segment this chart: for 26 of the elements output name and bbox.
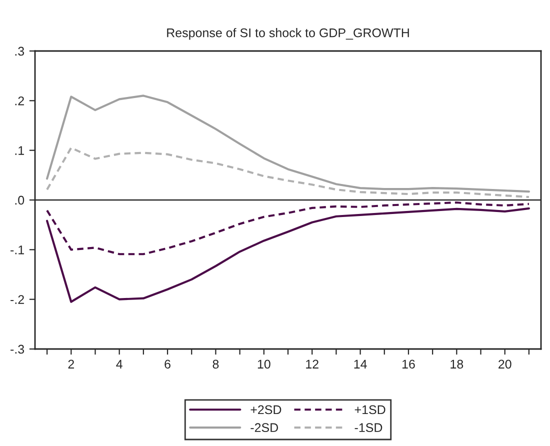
y-tick-label: -.3 <box>10 344 24 354</box>
x-tick-label: 14 <box>354 360 367 368</box>
legend-label: -2SD <box>250 423 278 432</box>
line-series <box>46 207 530 303</box>
y-tick-label: .1 <box>15 146 24 155</box>
x-tick-label: 8 <box>212 360 219 369</box>
x-tick-label: 10 <box>258 360 270 369</box>
line-series <box>46 201 530 256</box>
x-tick-label: 4 <box>116 360 122 368</box>
legend-label: +2SD <box>250 405 282 414</box>
y-tick-label: -.2 <box>10 295 24 304</box>
y-tick-label: .3 <box>15 46 24 56</box>
x-tick-label: 2 <box>68 360 74 368</box>
legend-label: -1SD <box>354 423 382 432</box>
x-tick-label: 12 <box>306 360 318 368</box>
y-tick-label: -.1 <box>10 246 24 254</box>
x-tick-label: 20 <box>498 360 512 369</box>
legend-label: +1SD <box>354 405 386 414</box>
x-tick-label: 18 <box>450 360 464 369</box>
x-tick-label: 16 <box>402 360 415 369</box>
y-tick-label: .2 <box>15 96 24 106</box>
y-tick-label: .0 <box>15 196 24 205</box>
x-tick-label: 6 <box>164 360 170 369</box>
line-series <box>46 146 530 198</box>
chart-title: Response of SI to shock to GDP_GROWTH <box>167 28 409 40</box>
line-series <box>46 94 530 193</box>
